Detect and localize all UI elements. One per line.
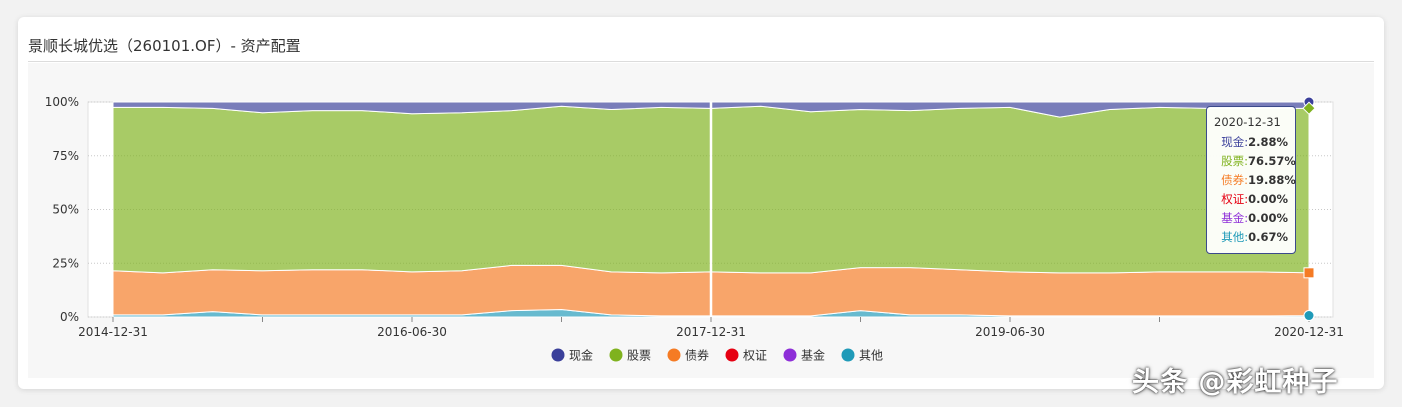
legend-label: 其他 xyxy=(859,349,883,363)
tooltip-date: 2020-12-31 xyxy=(1214,115,1281,129)
legend-label: 现金 xyxy=(569,348,593,363)
tooltip-row-value: 0.67% xyxy=(1248,230,1288,244)
y-tick-label: 100% xyxy=(45,95,79,109)
legend-swatch xyxy=(551,348,565,362)
watermark-text: 头条 @彩虹种子 xyxy=(1132,367,1339,398)
tooltip-row-label: 债券: xyxy=(1221,173,1248,187)
x-tick-label: 2020-12-31 xyxy=(1274,325,1344,339)
legend-item-权证[interactable]: 权证 xyxy=(725,348,768,363)
tooltip-row: 其他: 0.67% xyxy=(1214,228,1288,247)
tooltip-row-value: 19.88% xyxy=(1248,173,1296,187)
y-tick-label: 0% xyxy=(60,310,79,324)
tooltip-row: 股票: 76.57% xyxy=(1214,152,1296,171)
legend-label: 债券 xyxy=(685,348,709,363)
y-tick-label: 50% xyxy=(52,203,79,217)
x-tick-label: 2017-12-31 xyxy=(676,325,746,339)
tooltip-row: 基金: 0.00% xyxy=(1214,209,1288,228)
tooltip-row-value: 2.88% xyxy=(1248,135,1288,149)
legend-label: 股票 xyxy=(627,349,651,363)
legend-item-现金[interactable]: 现金 xyxy=(551,348,594,363)
tooltip-row-value: 76.57% xyxy=(1248,154,1296,168)
tooltip-row-value: 0.00% xyxy=(1248,192,1288,206)
legend-swatch xyxy=(783,348,797,362)
y-tick-label: 75% xyxy=(52,149,79,163)
legend-item-其他[interactable]: 其他 xyxy=(841,348,884,363)
tooltip-row: 权证: 0.00% xyxy=(1214,190,1288,209)
tooltip-row-label: 其他: xyxy=(1221,230,1249,244)
legend-swatch xyxy=(841,348,855,362)
x-tick-label: 2016-06-30 xyxy=(377,325,447,339)
legend-swatch xyxy=(725,348,739,362)
legend-item-债券[interactable]: 债券 xyxy=(667,348,710,363)
marker-债券 xyxy=(1303,267,1315,279)
x-tick-label: 2014-12-31 xyxy=(78,325,148,339)
legend-label: 权证 xyxy=(743,349,767,363)
y-tick-label: 25% xyxy=(52,256,79,270)
tooltip-row-label: 股票: xyxy=(1221,154,1248,168)
tooltip-row-label: 基金: xyxy=(1221,211,1249,225)
chart-title: 景顺长城优选（260101.OF）- 资产配置 xyxy=(28,37,301,55)
legend-swatch xyxy=(609,348,623,362)
tooltip-row-label: 现金: xyxy=(1221,135,1249,149)
tooltip-row: 现金: 2.88% xyxy=(1214,133,1288,152)
chart-tooltip: 2020-12-31 现金: 2.88% 股票: 76.57% 债券: 19.88% 权证:… xyxy=(1206,106,1296,254)
card-header: 景顺长城优选（260101.OF）- 资产配置 xyxy=(28,17,1374,62)
legend-item-股票[interactable]: 股票 xyxy=(609,348,652,363)
x-tick-label: 2019-06-30 xyxy=(975,325,1045,339)
tooltip-row: 债券: 19.88% xyxy=(1214,171,1296,190)
legend-label: 基金 xyxy=(801,348,825,363)
tooltip-row-value: 0.00% xyxy=(1248,211,1288,225)
tooltip-row-label: 权证: xyxy=(1221,192,1249,206)
marker-其他 xyxy=(1303,310,1315,322)
marker-股票 xyxy=(1302,101,1316,115)
legend-swatch xyxy=(667,348,681,362)
legend-item-基金[interactable]: 基金 xyxy=(783,348,826,363)
